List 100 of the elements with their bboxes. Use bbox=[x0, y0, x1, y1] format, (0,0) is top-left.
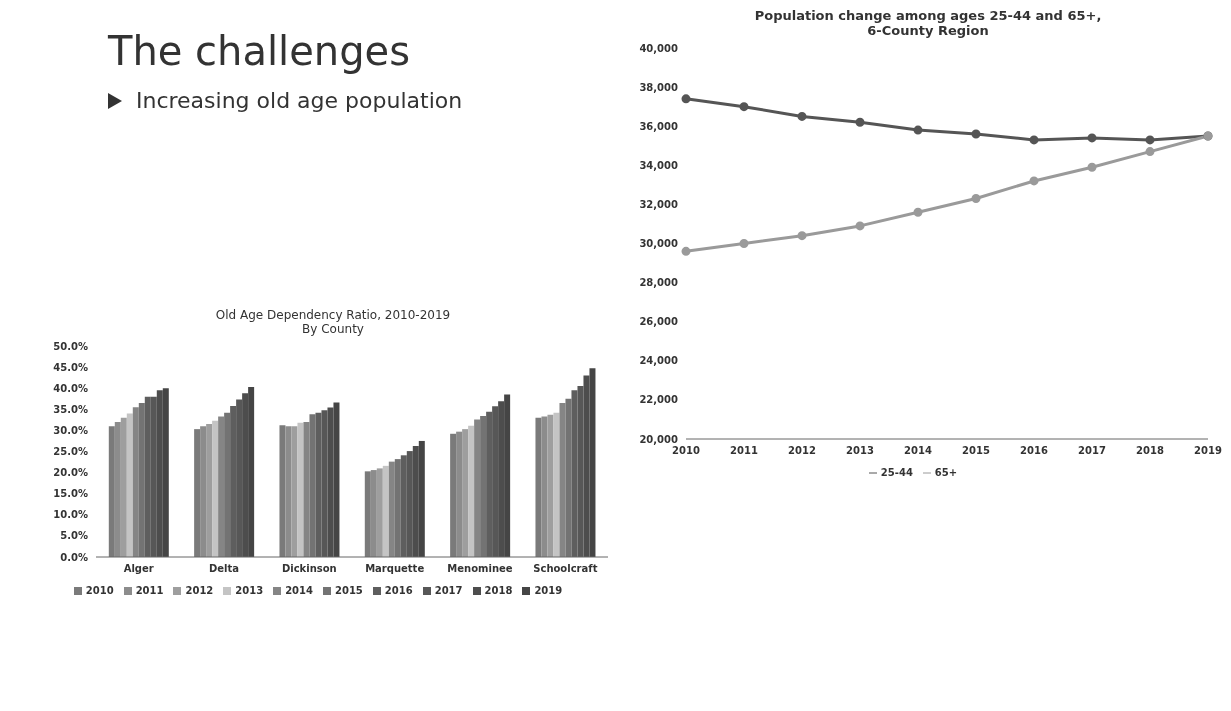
y-tick-label: 40.0% bbox=[53, 382, 88, 394]
y-tick-label: 50.0% bbox=[53, 340, 88, 352]
y-tick-label: 28,000 bbox=[639, 277, 679, 289]
x-tick-label: 2017 bbox=[1078, 445, 1106, 457]
bar bbox=[456, 431, 463, 557]
point bbox=[739, 239, 749, 248]
bar bbox=[297, 422, 304, 557]
y-tick-label: 45.0% bbox=[53, 361, 88, 373]
legend-label: 2016 bbox=[384, 585, 413, 596]
x-tick-label: 2011 bbox=[730, 445, 758, 457]
bar bbox=[114, 421, 121, 557]
bar bbox=[224, 412, 231, 557]
point bbox=[1029, 135, 1039, 145]
y-tick-label: 32,000 bbox=[639, 198, 679, 210]
legend-label: 2019 bbox=[534, 585, 563, 596]
legend-label: 2018 bbox=[484, 585, 513, 596]
bar bbox=[285, 426, 292, 557]
bar bbox=[364, 471, 371, 557]
bar bbox=[194, 429, 201, 557]
point bbox=[913, 207, 923, 217]
legend-label: 2011 bbox=[135, 585, 164, 596]
bar bbox=[382, 465, 389, 557]
bar bbox=[376, 468, 383, 557]
point bbox=[1145, 147, 1155, 157]
point bbox=[855, 221, 865, 231]
bar bbox=[120, 417, 127, 557]
bar bbox=[450, 433, 457, 557]
bar bbox=[547, 414, 554, 557]
text: The challenges bbox=[108, 28, 411, 74]
x-tick-label: Alger bbox=[123, 563, 154, 575]
bar bbox=[559, 402, 566, 557]
bar bbox=[108, 426, 115, 557]
bar bbox=[309, 414, 316, 557]
bar bbox=[126, 413, 133, 557]
y-tick-label: 25.0% bbox=[53, 446, 88, 458]
legend-label: 2010 bbox=[85, 585, 114, 596]
x-tick-label: 2018 bbox=[1136, 445, 1164, 457]
x-tick-label: Menominee bbox=[447, 563, 513, 575]
bar bbox=[468, 425, 475, 557]
legend-label: 2013 bbox=[235, 585, 264, 596]
x-tick-label: Delta bbox=[208, 563, 240, 575]
point bbox=[739, 102, 749, 112]
bar bbox=[303, 421, 310, 557]
x-tick-label: Schoolcraft bbox=[533, 563, 598, 575]
point bbox=[797, 231, 807, 241]
y-tick-label: 40,000 bbox=[639, 42, 679, 54]
y-tick-label: 0.0% bbox=[60, 551, 88, 563]
bar bbox=[291, 426, 298, 557]
y-tick-label: 20.0% bbox=[53, 467, 88, 479]
bar bbox=[474, 419, 481, 557]
y-tick-label: 10.0% bbox=[53, 509, 88, 521]
x-tick-label: 2016 bbox=[1020, 445, 1048, 457]
legend-label: 2015 bbox=[335, 585, 363, 596]
x-tick-label: Marquette bbox=[365, 563, 425, 575]
x-tick-label: Dickinson bbox=[281, 563, 337, 575]
bar bbox=[388, 461, 395, 557]
legend-label: 25-44 bbox=[880, 467, 913, 478]
bar bbox=[462, 429, 469, 557]
chart-title: Population change among ages 25-44 and 65+, 6-County Region bbox=[753, 8, 1103, 38]
chart-title: Old Age Dependency Ratio, 2010-2019 By County bbox=[214, 308, 452, 336]
bar bbox=[565, 398, 572, 557]
point bbox=[971, 194, 981, 204]
y-tick-label: 36,000 bbox=[639, 120, 679, 132]
y-tick-label: 26,000 bbox=[639, 316, 679, 328]
y-tick-label: 35.0% bbox=[53, 403, 88, 415]
point bbox=[1087, 162, 1097, 172]
bar bbox=[279, 425, 286, 557]
bar bbox=[541, 416, 548, 557]
x-tick-label: 2010 bbox=[672, 445, 700, 457]
bar bbox=[535, 417, 542, 557]
bar bbox=[138, 402, 145, 557]
legend-label: 2012 bbox=[185, 585, 214, 596]
y-tick-label: 30.0% bbox=[53, 424, 88, 436]
point bbox=[797, 111, 807, 121]
bar bbox=[480, 416, 487, 557]
point bbox=[971, 129, 981, 139]
point bbox=[1029, 176, 1039, 186]
y-tick-label: 5.0% bbox=[60, 530, 88, 542]
legend-label: 2014 bbox=[285, 585, 313, 596]
y-tick-label: 24,000 bbox=[639, 355, 679, 367]
text: Increasing old age population bbox=[136, 88, 463, 113]
x-tick-label: 2013 bbox=[846, 445, 874, 457]
y-tick-label: 38,000 bbox=[639, 81, 679, 93]
x-tick-label: 2015 bbox=[962, 445, 990, 457]
point bbox=[1145, 135, 1155, 145]
bar bbox=[200, 426, 207, 557]
bar bbox=[218, 416, 225, 557]
legend-label: 65+ bbox=[934, 467, 958, 478]
y-tick-label: 22,000 bbox=[639, 394, 679, 406]
point bbox=[681, 94, 691, 104]
y-tick-label: 15.0% bbox=[53, 488, 88, 500]
bar bbox=[132, 407, 139, 557]
y-tick-label: 30,000 bbox=[639, 238, 679, 250]
y-tick-label: 20,000 bbox=[639, 433, 679, 445]
legend-label: 2017 bbox=[434, 585, 463, 596]
point bbox=[681, 246, 691, 256]
bar bbox=[212, 420, 219, 557]
bar bbox=[206, 424, 213, 557]
x-tick-label: 2019 bbox=[1194, 445, 1222, 457]
point bbox=[913, 125, 923, 135]
